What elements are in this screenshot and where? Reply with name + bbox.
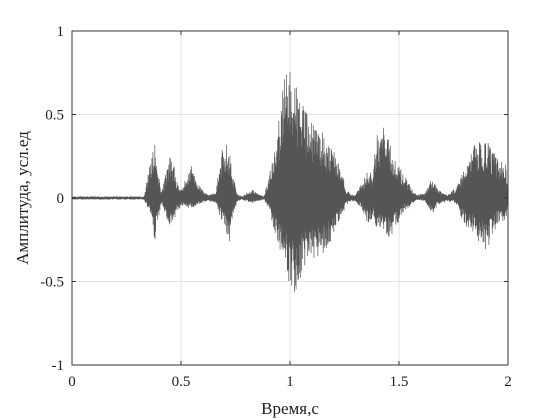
signal-waveform [71, 72, 509, 293]
x-tick-label: 0 [68, 374, 76, 390]
x-tick-label: 2 [504, 374, 512, 390]
x-tick-label: 0.5 [172, 374, 191, 390]
y-tick-label: 1 [57, 24, 65, 40]
x-tick-label: 1.5 [390, 374, 409, 390]
y-tick-label: 0.5 [45, 108, 64, 124]
y-tick-label: -0.5 [40, 275, 64, 291]
y-axis-label: Амплитуда, усл.ед [13, 131, 32, 265]
y-tick-label: 0 [57, 191, 65, 207]
x-axis-ticks: 0 0.5 1 1.5 2 [68, 31, 512, 390]
y-tick-label: -1 [52, 358, 65, 374]
x-tick-label: 1 [286, 374, 294, 390]
x-axis-label: Время,с [261, 399, 319, 418]
signal-line [71, 72, 509, 293]
y-axis-ticks: -1 -0.5 0 0.5 1 [40, 24, 508, 374]
